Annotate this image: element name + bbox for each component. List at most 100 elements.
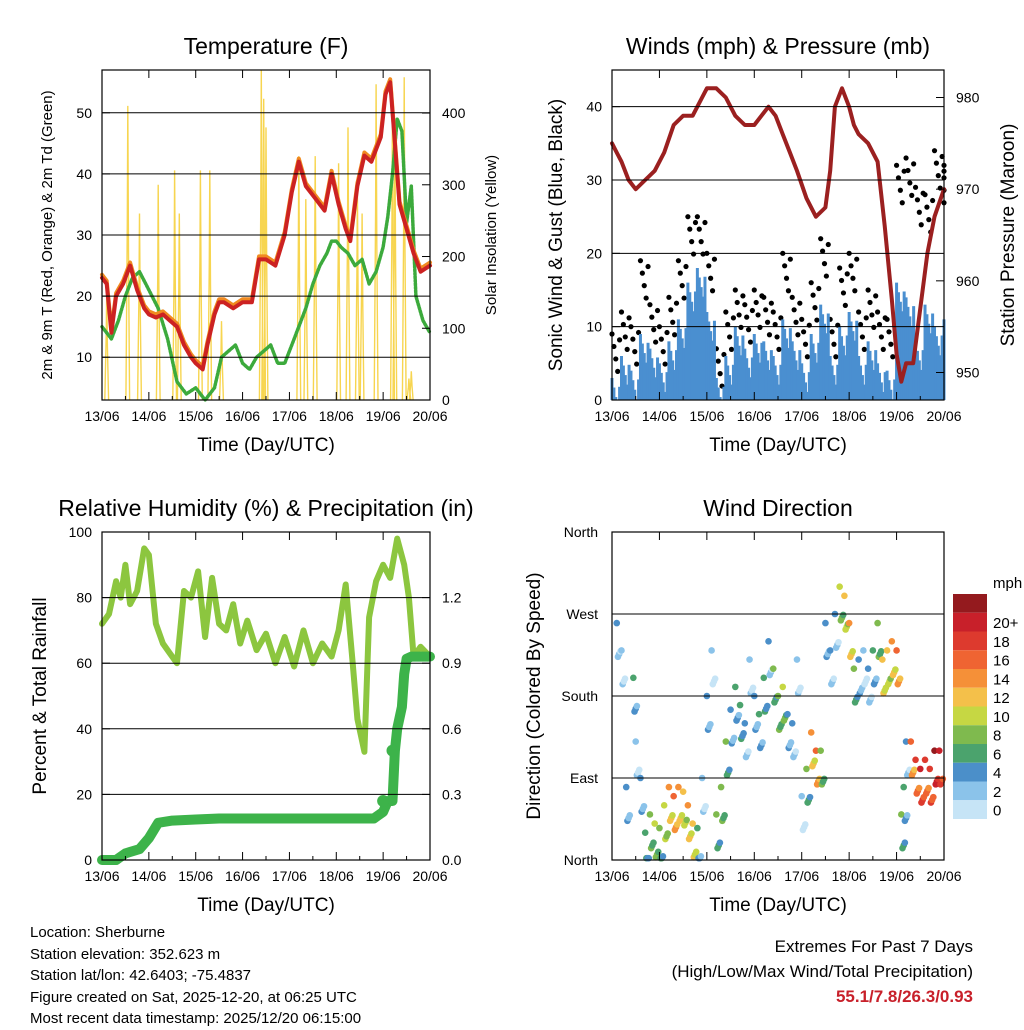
- gust-point: [658, 336, 664, 342]
- gust-point: [641, 283, 647, 289]
- direction-point: [836, 583, 843, 590]
- direction-point: [806, 793, 814, 801]
- y-axis-label: 2m & 9m T (Red, Orange) & 2m Td (Green): [39, 90, 56, 379]
- y2-tick-label: 1.2: [442, 590, 462, 606]
- direction-point: [684, 802, 692, 809]
- x-tick-label: 20/06: [412, 868, 447, 884]
- y2-tick-label: 400: [442, 105, 466, 121]
- direction-point: [901, 839, 909, 846]
- x-tick-label: 17/06: [784, 408, 819, 424]
- rainfall-line: [97, 651, 435, 865]
- gust-point: [763, 307, 769, 313]
- direction-point: [746, 656, 753, 663]
- y-tick-label: 100: [69, 524, 93, 540]
- winds-pressure-panel: Winds (mph) & Pressure (mb) 13/06 14/06 15/…: [546, 33, 1019, 456]
- y2-tick-label: 0.0: [442, 852, 462, 868]
- solar-insolation-spike: [263, 127, 269, 401]
- gust-point: [854, 256, 860, 262]
- dewpoint-line: [100, 117, 432, 402]
- gust-point: [620, 321, 626, 328]
- extremes-subtitle: (High/Low/Max Wind/Total Precipitation): [671, 962, 973, 981]
- direction-point: [659, 853, 667, 860]
- gust-point: [833, 354, 839, 360]
- y-tick-label: 80: [76, 590, 92, 606]
- gust-point: [747, 339, 754, 345]
- gust-point: [848, 263, 854, 269]
- gust-point: [821, 261, 828, 267]
- y2-tick-label: 0: [442, 392, 450, 408]
- humidity-precip-panel: Relative Humidity (%) & Precipitation (i…: [30, 495, 474, 916]
- x-tick-label: 19/06: [879, 408, 914, 424]
- gust-point: [690, 251, 697, 257]
- gust-point: [793, 319, 799, 325]
- gust-point: [856, 309, 862, 315]
- gust-point: [905, 167, 911, 174]
- gust-point: [914, 197, 921, 203]
- gust-point: [918, 222, 924, 228]
- gust-point: [654, 307, 661, 314]
- x-tick-label: 15/06: [178, 868, 213, 884]
- gust-point: [645, 263, 651, 270]
- direction-point: [630, 674, 637, 682]
- direction-point: [640, 802, 648, 810]
- gust-point: [662, 361, 668, 367]
- gust-point: [698, 239, 704, 245]
- gust-point: [875, 309, 881, 315]
- x-tick-label: 13/06: [594, 868, 629, 884]
- gust-point: [859, 334, 866, 340]
- direction-point: [727, 706, 734, 713]
- latest-data-timestamp: Most recent data timestamp: 2025/12/20 0…: [30, 1010, 362, 1027]
- direction-point: [665, 783, 673, 791]
- gust-point: [863, 315, 869, 321]
- gust-point: [933, 160, 940, 166]
- colorbar-label: 18: [993, 634, 1010, 651]
- gust-point: [819, 248, 826, 254]
- y-tick-label: North: [564, 524, 598, 540]
- solar-insolation-spike: [359, 213, 365, 401]
- direction-point: [877, 648, 885, 655]
- y-tick-label: 10: [76, 349, 92, 365]
- direction-point: [925, 784, 932, 792]
- direction-point: [879, 656, 886, 663]
- direction-point: [869, 647, 877, 654]
- direction-point: [826, 647, 834, 654]
- gust-point: [922, 192, 928, 198]
- gust-point: [677, 270, 683, 276]
- direction-point: [669, 812, 676, 819]
- gust-point: [776, 346, 782, 352]
- gust-point: [774, 334, 780, 340]
- x-tick-label: 17/06: [272, 408, 307, 424]
- gust-point: [618, 309, 625, 315]
- gust-point: [816, 285, 822, 292]
- direction-point: [760, 674, 768, 682]
- direction-point: [888, 638, 896, 645]
- direction-point: [635, 766, 643, 774]
- direction-point: [807, 729, 815, 736]
- gust-point: [675, 258, 682, 264]
- x-tick-label: 18/06: [319, 408, 354, 424]
- gust-point: [723, 309, 729, 315]
- station-info: Location: Sherburne Station elevation: 3…: [30, 922, 361, 1030]
- station-elevation: Station elevation: 352.623 m: [30, 945, 221, 963]
- colorbar-swatch: [953, 781, 987, 801]
- direction-point: [621, 675, 629, 682]
- gust-point: [694, 214, 700, 220]
- gust-point: [709, 288, 716, 294]
- y-tick-label: 30: [76, 227, 92, 243]
- y-tick-label: West: [566, 606, 598, 622]
- direction-point: [801, 821, 809, 828]
- x-tick-label: 16/06: [225, 868, 260, 884]
- gust-point: [935, 173, 941, 179]
- gust-point: [635, 329, 642, 336]
- gust-point: [706, 263, 712, 269]
- gust-point: [727, 334, 733, 340]
- direction-point: [797, 684, 804, 692]
- gust-point: [893, 162, 900, 168]
- x-tick-label: 14/06: [131, 408, 166, 424]
- direction-point: [641, 829, 649, 836]
- direction-point: [769, 665, 777, 672]
- colorbar-label: 0: [993, 803, 1001, 820]
- gust-point: [672, 332, 678, 338]
